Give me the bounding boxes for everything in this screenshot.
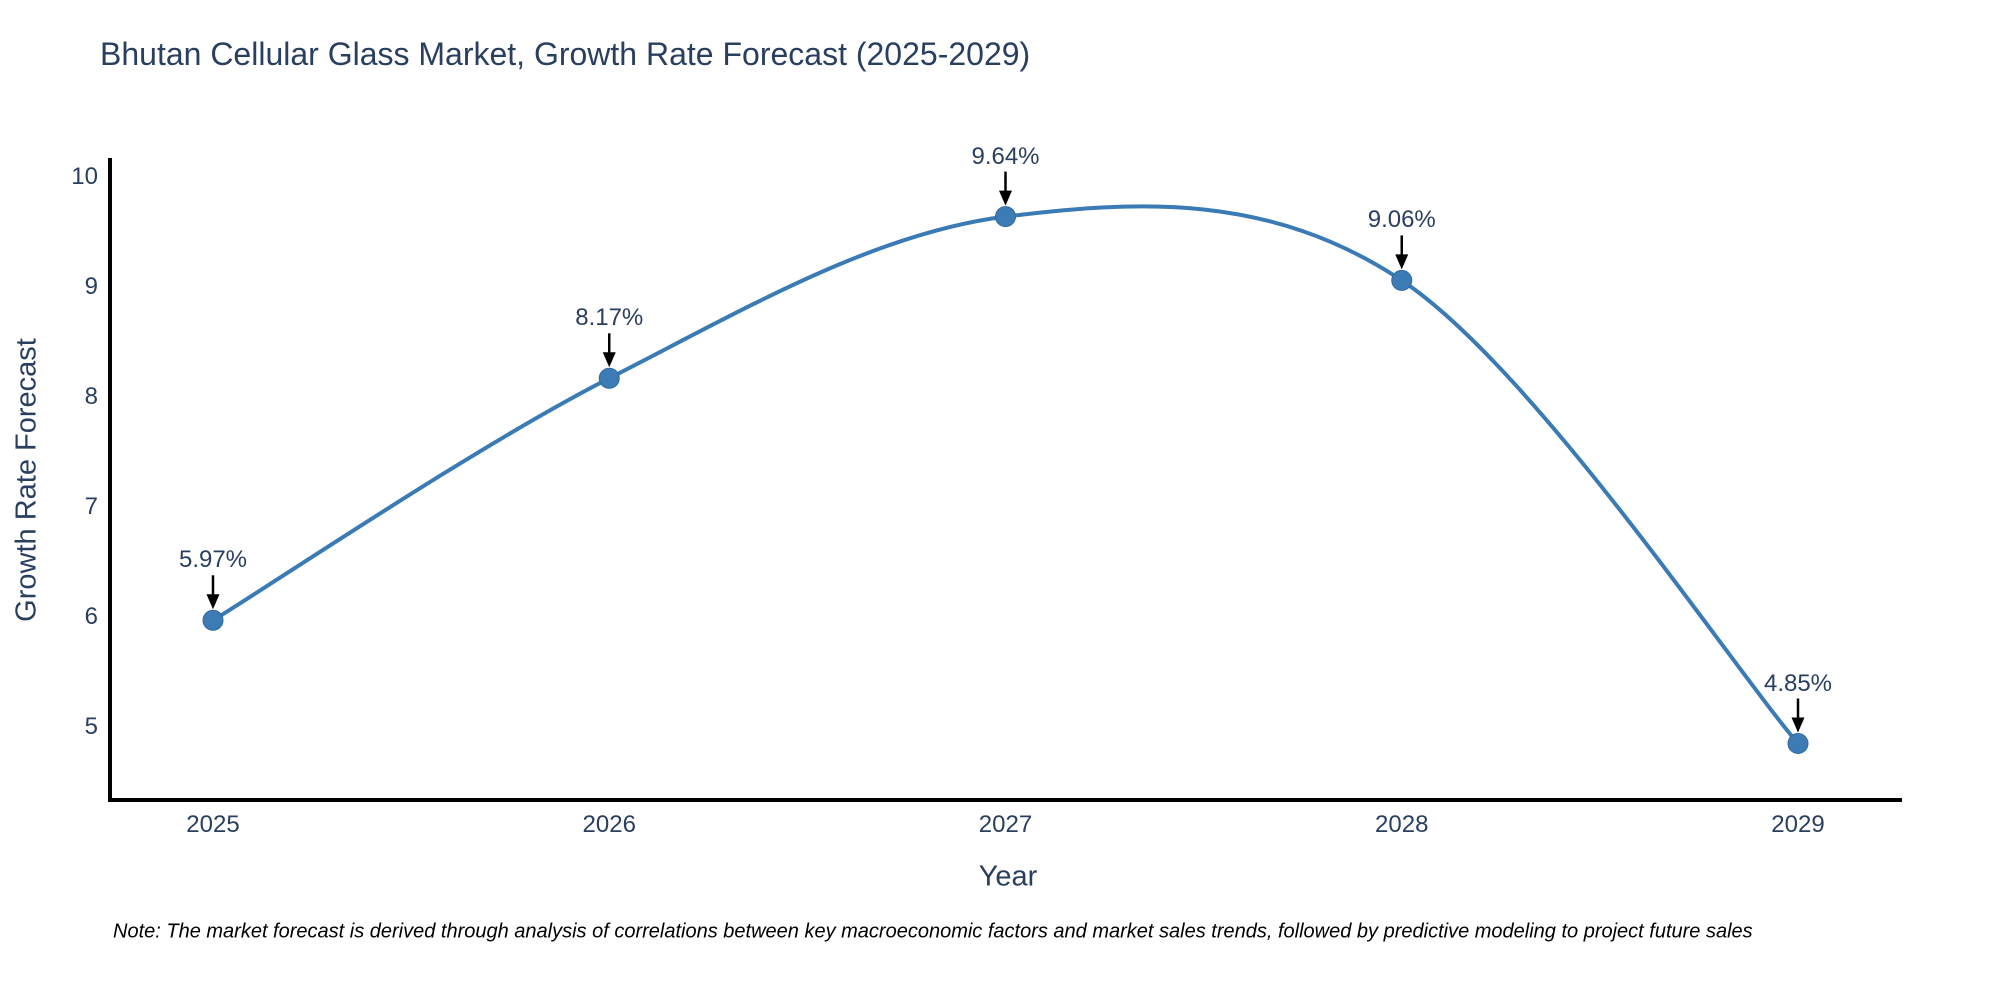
y-axis-title: Growth Rate Forecast bbox=[10, 338, 43, 622]
x-axis-title: Year bbox=[978, 860, 1038, 893]
y-tick-label: 9 bbox=[84, 273, 98, 300]
annotation-arrowhead-icon bbox=[602, 352, 616, 368]
chart-title: Bhutan Cellular Glass Market, Growth Rat… bbox=[100, 36, 1031, 72]
y-tick-label: 6 bbox=[84, 603, 98, 630]
annotation-arrowhead-icon bbox=[999, 190, 1012, 206]
x-tick-label: 2028 bbox=[1375, 811, 1429, 838]
annotation-arrowhead-icon bbox=[1791, 717, 1805, 733]
x-tick-label: 2026 bbox=[582, 811, 636, 838]
footnote: Note: The market forecast is derived thr… bbox=[113, 920, 1753, 943]
data-point-label: 5.97% bbox=[178, 546, 248, 574]
data-point-marker[interactable] bbox=[995, 206, 1016, 228]
data-point-marker[interactable] bbox=[1391, 269, 1413, 291]
y-tick-label: 5 bbox=[84, 713, 98, 740]
data-point-label: 9.64% bbox=[971, 142, 1040, 170]
annotation-arrowhead-icon bbox=[1395, 254, 1409, 270]
x-tick-label: 2029 bbox=[1771, 811, 1825, 838]
data-point-marker[interactable] bbox=[202, 609, 224, 631]
x-tick-label: 2025 bbox=[186, 811, 240, 838]
y-tick-label: 7 bbox=[84, 493, 98, 520]
data-point-marker[interactable] bbox=[598, 367, 620, 389]
x-tick-label: 2027 bbox=[978, 811, 1033, 838]
data-point-label: 8.17% bbox=[575, 304, 644, 332]
y-tick-label: 8 bbox=[84, 383, 98, 410]
data-point-marker[interactable] bbox=[1787, 733, 1809, 754]
y-tick-label: 10 bbox=[71, 163, 98, 190]
data-point-label: 4.85% bbox=[1763, 669, 1833, 697]
annotation-arrowhead-icon bbox=[206, 594, 220, 610]
data-point-label: 9.06% bbox=[1367, 206, 1436, 234]
trend-line bbox=[211, 204, 1800, 746]
